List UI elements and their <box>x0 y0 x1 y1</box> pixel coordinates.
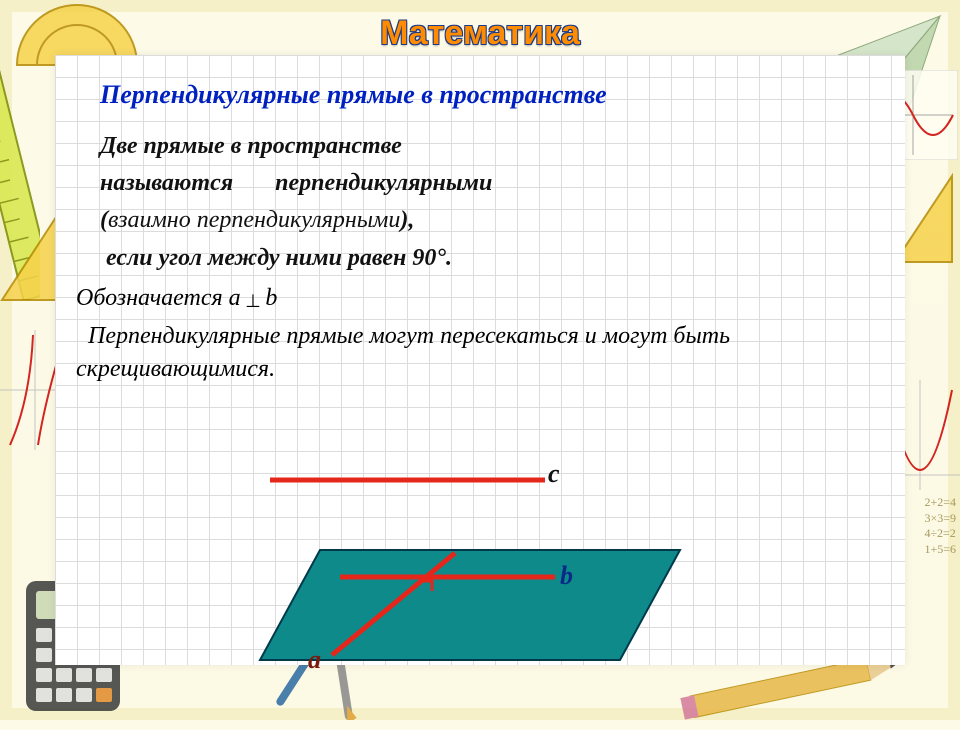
def-l1a: Две прямые в пространстве <box>100 133 402 159</box>
plane <box>260 550 680 660</box>
def-l2a: ( <box>100 207 108 233</box>
diagram-svg <box>200 465 720 685</box>
def-l1b: называются <box>100 170 233 196</box>
remark: Перпендикулярные прямые могут пересекать… <box>76 323 730 383</box>
def-l2c: ), <box>400 207 414 233</box>
remark-text: Перпендикулярные прямые могут пересекать… <box>76 320 890 387</box>
label-c: с <box>548 459 560 489</box>
def-l2b: взаимно перпендикулярными <box>108 207 400 233</box>
label-b: b <box>560 561 573 591</box>
not-b: b <box>265 285 277 311</box>
perp-symbol: ⊥ <box>241 291 266 311</box>
equations-icon: 2+2=43×3=94÷2=21+5=6 <box>924 495 956 557</box>
not-a: a <box>229 285 241 311</box>
definition-text: Две прямые в пространстве называются пер… <box>100 128 890 277</box>
page-title: Математика <box>0 14 960 53</box>
subtitle: Перпендикулярные прямые в пространстве <box>100 80 890 110</box>
diagram: с b а <box>200 465 720 685</box>
def-l3: если угол между ними равен 90°. <box>106 245 452 271</box>
not-prefix: Обозначается <box>76 285 229 311</box>
content: Перпендикулярные прямые в пространстве Д… <box>70 80 890 387</box>
def-l1c: перпендикулярными <box>275 170 492 196</box>
notation-line: Обозначается a ⊥ b <box>76 285 890 312</box>
label-a: а <box>308 645 321 675</box>
